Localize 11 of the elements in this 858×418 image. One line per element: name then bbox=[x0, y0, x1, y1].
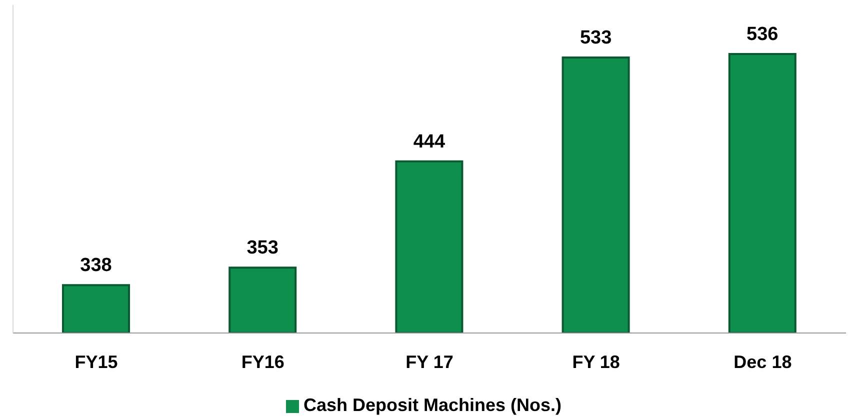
x-tick-label: FY 17 bbox=[406, 352, 454, 372]
data-label: 353 bbox=[246, 238, 278, 259]
legend-label: Cash Deposit Machines (Nos.) bbox=[303, 395, 562, 415]
x-tick-label: FY 18 bbox=[572, 352, 620, 372]
data-label: 533 bbox=[580, 28, 612, 49]
data-label: 338 bbox=[80, 255, 112, 276]
data-label: 536 bbox=[746, 24, 778, 46]
x-tick-label: Dec 18 bbox=[734, 352, 792, 372]
x-tick-label: FY16 bbox=[241, 352, 284, 372]
data-label: 444 bbox=[413, 131, 446, 152]
x-tick-label: FY15 bbox=[74, 352, 118, 372]
